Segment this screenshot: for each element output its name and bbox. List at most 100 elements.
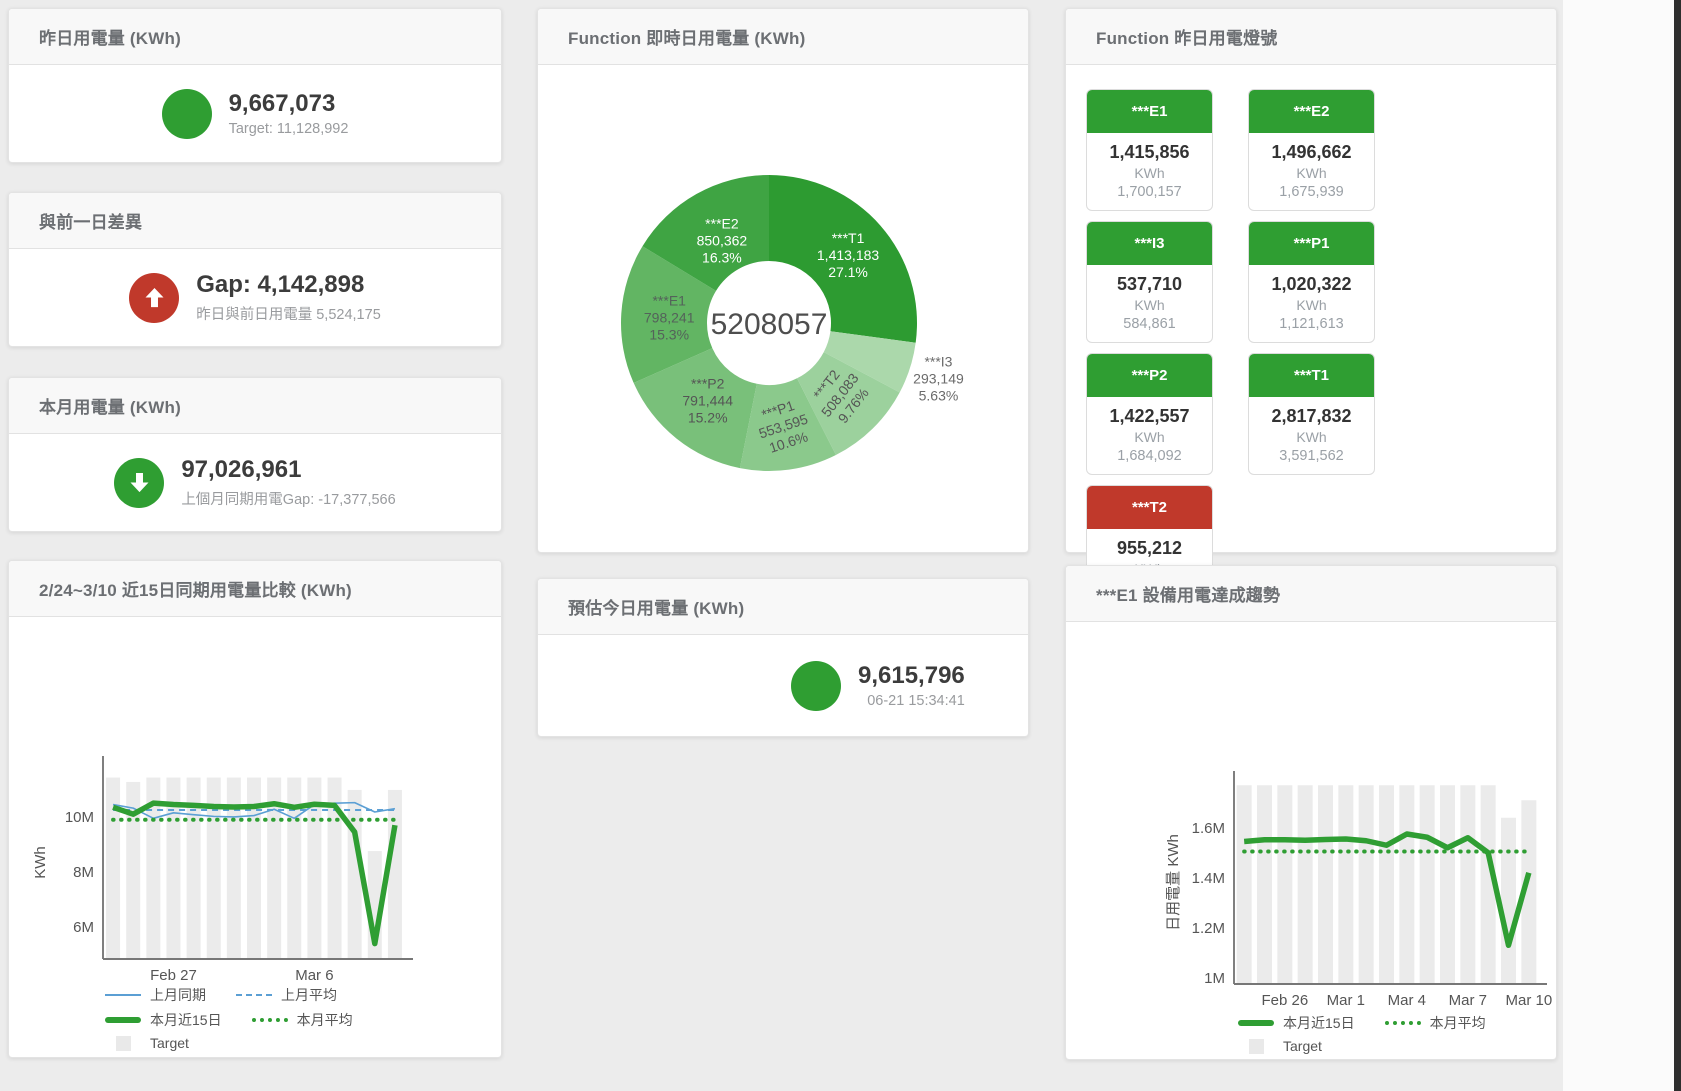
light-tile: ***T1 2,817,832 KWh 3,591,562 xyxy=(1248,353,1375,475)
panel-title: 與前一日差異 xyxy=(39,213,143,232)
target-bar xyxy=(307,777,322,959)
compare-chart-legend: 上月同期 上月平均 本月近15日 本月平均 Target xyxy=(105,985,383,1051)
tile-value: 1,496,662 xyxy=(1271,142,1352,162)
x-tick-label: Feb 27 xyxy=(150,967,197,984)
legend-row: Target xyxy=(105,1035,383,1051)
target-swatch-icon xyxy=(1238,1038,1274,1054)
tile-status-header: ***T2 xyxy=(1087,486,1212,529)
target-bar xyxy=(267,777,282,959)
legend-label: Target xyxy=(150,1035,189,1051)
legend-item[interactable]: 本月近15日 xyxy=(105,1010,222,1030)
panel-title: 昨日用電量 (KWh) xyxy=(39,29,181,48)
thin-blue-swatch-icon xyxy=(105,994,141,996)
y-axis-label: 日用電量 KWh xyxy=(1165,834,1182,931)
panel-today-estimate: 預估今日用電量 (KWh) 9,615,796 06-21 15:34:41 xyxy=(537,578,1029,737)
light-tile: ***I3 537,710 KWh 584,861 xyxy=(1086,221,1213,343)
arrow-up-icon xyxy=(129,272,180,323)
target-bar xyxy=(247,777,261,959)
legend-item[interactable]: 本月平均 xyxy=(1384,1013,1486,1033)
y-tick-label: 1.2M xyxy=(1192,920,1225,937)
donut-slice[interactable] xyxy=(769,175,917,343)
light-tile: ***P1 1,020,322 KWh 1,121,613 xyxy=(1248,221,1375,343)
donut-slice-label: ***P2 791,444 15.2% xyxy=(682,375,733,425)
arrow-down-icon xyxy=(114,457,165,508)
light-tile: ***E1 1,415,856 KWh 1,700,157 xyxy=(1086,89,1213,211)
target-swatch-icon xyxy=(105,1035,141,1051)
legend-label: 本月近15日 xyxy=(1283,1015,1355,1031)
trend-line-chart: 1M 1.2M 1.4M 1.6M Feb 26 Mar 1 Mar 4 Mar 7 Mar 1… xyxy=(1165,771,1552,1009)
y-tick-label: 6M xyxy=(73,919,94,936)
target-bar xyxy=(1399,785,1415,984)
status-circle-green-icon xyxy=(161,88,212,139)
donut-slice[interactable] xyxy=(621,246,716,383)
lights-grid: ***E1 1,415,856 KWh 1,700,157 ***E2 1,496,662… xyxy=(1066,65,1556,607)
panel-header: ***E1 設備用電達成趨勢 xyxy=(1066,566,1556,622)
tile-status-header: ***E2 xyxy=(1249,90,1374,133)
tile-unit: KWh xyxy=(1134,297,1165,313)
panel-header: 2/24~3/10 近15日同期用電量比較 (KWh) xyxy=(9,561,501,617)
panel-month-usage: 本月用電量 (KWh) 97,026,961 上個月同期用電Gap: -17,3… xyxy=(8,377,502,532)
x-tick-label: Mar 6 xyxy=(295,967,333,984)
donut-slice-label: ***P1553,59510.6% xyxy=(751,394,815,457)
series-line xyxy=(1243,831,1532,948)
y-tick-label: 8M xyxy=(73,864,94,881)
donut-slice[interactable] xyxy=(739,378,836,471)
target-bar xyxy=(347,789,362,959)
panel-title: Function 即時日用電量 (KWh) xyxy=(568,29,806,48)
light-tile: ***E2 1,496,662 KWh 1,675,939 xyxy=(1248,89,1375,211)
tile-unit: KWh xyxy=(1296,429,1327,445)
target-bar xyxy=(1440,785,1455,984)
donut-slice-label: ***T1 1,413,183 27.1% xyxy=(817,230,879,280)
donut-slice[interactable] xyxy=(633,348,757,469)
legend-label: 本月平均 xyxy=(296,1012,353,1028)
tile-value: 537,710 xyxy=(1116,274,1183,294)
status-circle-green-icon xyxy=(791,660,841,711)
legend-row: 本月近15日 本月平均 xyxy=(105,1010,383,1030)
tile-status-header: ***P2 xyxy=(1087,354,1212,397)
legend-item[interactable]: Target xyxy=(1238,1038,1322,1054)
kpi-text: 9,615,796 06-21 15:34:41 xyxy=(858,662,965,710)
panel-header: 昨日用電量 (KWh) xyxy=(9,9,501,65)
tile-status-header: ***P1 xyxy=(1249,222,1374,265)
target-bar xyxy=(166,777,181,959)
kpi-body: Gap: 4,142,898 昨日與前日用電量 5,524,175 xyxy=(9,249,501,346)
legend-label: 本月平均 xyxy=(1429,1015,1486,1031)
target-bar xyxy=(206,777,221,959)
x-tick-label: Feb 26 xyxy=(1261,992,1308,1009)
target-bar xyxy=(1297,785,1313,984)
target-bar xyxy=(327,777,342,959)
legend-row: 上月同期 上月平均 xyxy=(105,985,383,1005)
donut-center-total: 5208057 xyxy=(711,308,828,341)
panel-title: 2/24~3/10 近15日同期用電量比較 (KWh) xyxy=(39,581,352,600)
tile-target-value: 1,121,613 xyxy=(1279,316,1344,332)
y-tick-label: 1.4M xyxy=(1192,870,1225,887)
donut-slice-label: ***E2 850,362 16.3% xyxy=(697,215,748,265)
dotted-green-swatch-icon xyxy=(1384,1021,1421,1025)
legend-item[interactable]: 上月同期 xyxy=(105,985,206,1005)
donut-slice[interactable] xyxy=(797,352,900,456)
target-bar xyxy=(1501,817,1516,984)
legend-item[interactable]: Target xyxy=(105,1035,189,1051)
donut-slice[interactable] xyxy=(823,331,916,393)
tile-target-value: 1,684,092 xyxy=(1117,448,1182,464)
donut-slice-label: ***E1 798,241 15.3% xyxy=(644,293,695,343)
thick-green-swatch-icon xyxy=(1238,1020,1274,1026)
light-tile: ***P2 1,422,557 KWh 1,684,092 xyxy=(1086,353,1213,475)
panel-day-gap: 與前一日差異 Gap: 4,142,898 昨日與前日用電量 5,524,175 xyxy=(8,192,502,347)
legend-item[interactable]: 本月平均 xyxy=(251,1010,353,1030)
tile-status-header: ***I3 xyxy=(1087,222,1212,265)
legend-item[interactable]: 上月平均 xyxy=(236,985,337,1005)
thick-green-swatch-icon xyxy=(105,1017,141,1023)
target-bar xyxy=(387,789,402,959)
tile-status-header: ***E1 xyxy=(1087,90,1212,133)
donut-slice[interactable] xyxy=(642,175,769,291)
target-bar xyxy=(1236,785,1252,984)
legend-item[interactable]: 本月近15日 xyxy=(1238,1013,1355,1033)
trend-chart-legend: 本月近15日 本月平均 Target xyxy=(1238,1013,1516,1054)
tile-target-value: 1,700,157 xyxy=(1117,184,1182,200)
tile-value: 1,020,322 xyxy=(1271,274,1352,294)
target-bar xyxy=(367,851,382,959)
panel-realtime-donut: Function 即時日用電量 (KWh) ***T1 1,413,183 27.1… xyxy=(537,8,1029,553)
y-tick-label: 1.6M xyxy=(1192,820,1225,837)
